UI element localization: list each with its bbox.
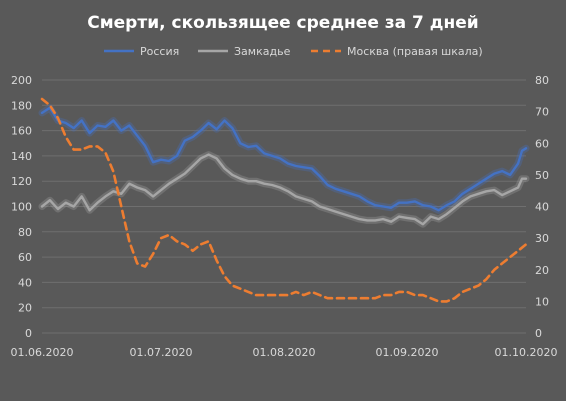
series-3 <box>40 97 528 303</box>
y-left-tick-label: 100 <box>11 201 32 214</box>
series-2 <box>38 151 530 228</box>
chart-title: Смерти, скользящее среднее за 7 дней <box>87 13 478 33</box>
x-tick-label: 01.09.2020 <box>375 346 438 359</box>
y-left-tick-label: 120 <box>11 175 32 188</box>
series-line <box>40 153 528 226</box>
series-1 <box>38 104 530 214</box>
x-tick-label: 01.08.2020 <box>253 346 316 359</box>
y-right-tick-label: 40 <box>535 201 549 214</box>
y-left-tick-label: 80 <box>18 226 32 239</box>
y-left-tick-label: 0 <box>25 327 32 340</box>
legend-label: Москва (правая шкала) <box>347 45 483 58</box>
x-tick-label: 01.06.2020 <box>11 346 74 359</box>
y-left-tick-label: 20 <box>18 302 32 315</box>
y-left-tick-label: 200 <box>11 74 32 87</box>
y-left-tick-label: 40 <box>18 276 32 289</box>
legend-item: Россия <box>104 45 179 58</box>
series-line <box>40 106 528 212</box>
legend-label: Замкадье <box>234 45 291 58</box>
y-right-tick-label: 30 <box>535 232 549 245</box>
x-tick-label: 01.07.2020 <box>130 346 193 359</box>
y-right-tick-label: 50 <box>535 169 549 182</box>
x-tick-label: 01.10.2020 <box>495 346 558 359</box>
axes: 0 20 40 60 80 100 120 140 160 180 200 0 10 20 30 40 50 60… <box>11 74 558 359</box>
y-left-tick-label: 180 <box>11 99 32 112</box>
series-line <box>40 97 528 303</box>
legend: Россия Замкадье Москва (правая шкала) <box>104 45 483 58</box>
y-left-tick-label: 140 <box>11 150 32 163</box>
y-right-tick-label: 0 <box>535 327 542 340</box>
y-left-tick-label: 160 <box>11 125 32 138</box>
legend-label: Россия <box>140 45 179 58</box>
y-right-tick-label: 10 <box>535 295 549 308</box>
y-right-tick-label: 70 <box>535 106 549 119</box>
y-left-tick-label: 60 <box>18 251 32 264</box>
y-right-tick-label: 20 <box>535 264 549 277</box>
series-layer <box>38 97 530 303</box>
y-right-tick-label: 60 <box>535 137 549 150</box>
y-right-tick-label: 80 <box>535 74 549 87</box>
legend-item: Москва (правая шкала) <box>311 45 483 58</box>
legend-item: Замкадье <box>198 45 291 58</box>
